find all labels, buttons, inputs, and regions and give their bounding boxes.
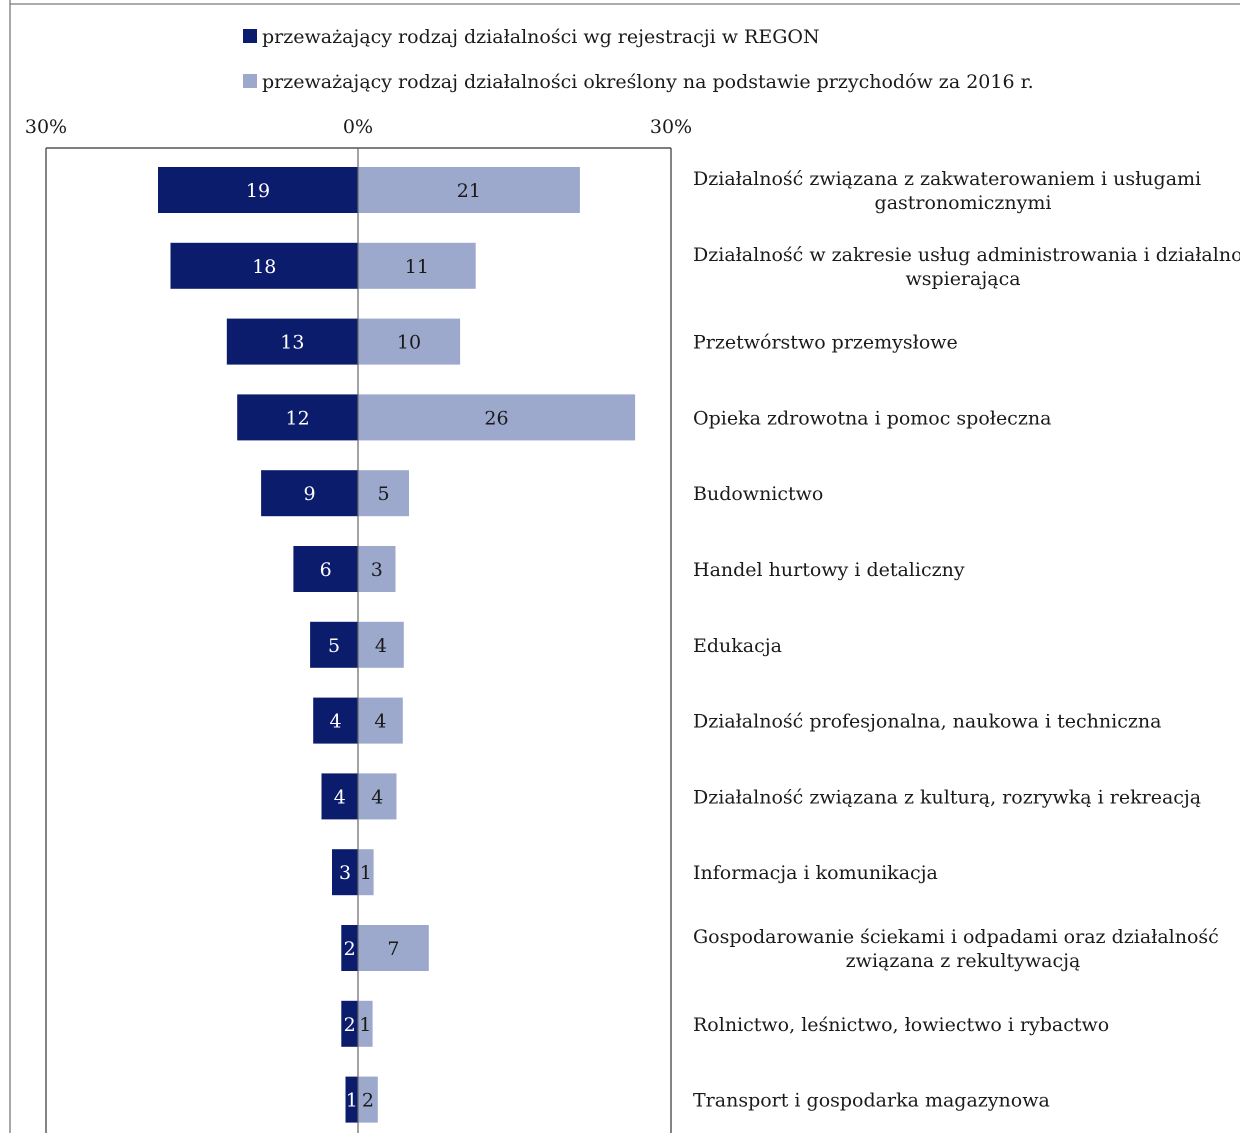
data-label-revenue-0: 21 — [457, 180, 481, 202]
category-label-9: Informacja i komunikacja — [693, 862, 938, 884]
category-labels-group: Działalność związana z zakwaterowaniem i… — [693, 168, 1240, 1112]
data-label-regon-7: 4 — [330, 711, 342, 733]
bar-regon-6 — [310, 621, 358, 668]
bar-regon-1 — [170, 242, 358, 289]
bar-regon-12 — [345, 1076, 358, 1123]
category-label-2: Przetwórstwo przemysłowe — [693, 332, 958, 354]
data-label-revenue-8: 4 — [371, 786, 383, 808]
category-label-10-line-0: Gospodarowanie ściekami i odpadami oraz … — [693, 926, 1219, 948]
data-label-revenue-4: 5 — [377, 483, 389, 505]
bar-regon-8 — [321, 773, 358, 820]
data-label-regon-5: 6 — [320, 559, 332, 581]
bar-revenue-0 — [358, 167, 580, 213]
data-label-regon-0: 19 — [246, 180, 270, 202]
bar-regon-10 — [341, 925, 358, 971]
data-label-regon-8: 4 — [334, 786, 346, 808]
data-label-regon-6: 5 — [328, 635, 340, 657]
bar-revenue-5 — [358, 546, 396, 592]
category-label-8: Działalność związana z kulturą, rozrywką… — [693, 786, 1201, 808]
legend-swatch-revenue — [243, 74, 257, 88]
bar-revenue-7 — [358, 697, 403, 744]
bar-revenue-10 — [358, 925, 429, 971]
data-label-regon-4: 9 — [304, 483, 316, 505]
x-axis: 30% 0% 30% — [25, 116, 692, 138]
bar-revenue-1 — [358, 242, 476, 289]
bar-revenue-6 — [358, 621, 404, 668]
category-label-1-line-0: Działalność w zakresie usług administrow… — [693, 244, 1240, 266]
data-label-revenue-1: 11 — [405, 256, 429, 278]
data-label-regon-10: 2 — [344, 938, 356, 960]
bar-regon-7 — [313, 697, 358, 744]
data-label-revenue-6: 4 — [375, 635, 387, 657]
legend-swatch-regon — [243, 29, 257, 43]
bar-regon-11 — [341, 1000, 358, 1047]
data-label-regon-3: 12 — [286, 407, 310, 429]
category-label-3: Opieka zdrowotna i pomoc społeczna — [693, 407, 1051, 429]
category-label-1-line-1: wspierająca — [905, 268, 1020, 290]
category-label-10-line-1: związana z rekultywacją — [846, 950, 1081, 972]
bar-revenue-4 — [358, 470, 409, 517]
bar-revenue-3 — [358, 394, 636, 441]
category-label-0-line-1: gastronomicznymi — [875, 192, 1052, 214]
category-label-5: Handel hurtowy i detaliczny — [693, 559, 965, 581]
legend: przeważający rodzaj działalności wg reje… — [243, 26, 1034, 93]
bar-regon-4 — [261, 470, 358, 517]
data-label-revenue-5: 3 — [371, 559, 383, 581]
data-label-revenue-2: 10 — [397, 332, 421, 354]
data-label-revenue-12: 2 — [362, 1090, 374, 1112]
data-label-regon-12: 1 — [346, 1090, 358, 1112]
category-label-4: Budownictwo — [693, 483, 823, 505]
category-label-0-line-0: Działalność związana z zakwaterowaniem i… — [693, 168, 1201, 190]
legend-label-regon: przeważający rodzaj działalności wg reje… — [262, 26, 820, 48]
data-label-regon-11: 2 — [344, 1014, 356, 1036]
bar-regon-9 — [332, 849, 358, 896]
data-label-revenue-9: 1 — [360, 862, 372, 884]
data-label-regon-2: 13 — [280, 332, 304, 354]
x-tick-label-right: 30% — [650, 116, 692, 138]
bar-revenue-12 — [358, 1076, 378, 1123]
data-label-revenue-10: 7 — [387, 938, 399, 960]
bar-regon-3 — [237, 394, 358, 441]
bar-regon-2 — [226, 318, 359, 365]
bar-revenue-9 — [358, 849, 374, 896]
category-label-12: Transport i gospodarka magazynowa — [693, 1090, 1050, 1112]
category-label-7: Działalność profesjonalna, naukowa i tec… — [693, 711, 1161, 733]
data-label-regon-9: 3 — [339, 862, 351, 884]
category-label-11: Rolnictwo, leśnictwo, łowiectwo i rybact… — [693, 1014, 1109, 1036]
data-label-revenue-11: 1 — [359, 1014, 371, 1036]
bar-regon-0 — [158, 167, 358, 213]
data-label-revenue-7: 4 — [374, 711, 386, 733]
bar-revenue-8 — [358, 773, 397, 820]
data-label-regon-1: 18 — [252, 256, 276, 278]
x-tick-label-zero: 0% — [343, 116, 373, 138]
legend-label-revenue: przeważający rodzaj działalności określo… — [262, 71, 1034, 93]
bar-revenue-11 — [358, 1000, 373, 1047]
category-label-6: Edukacja — [693, 635, 782, 657]
bar-revenue-2 — [358, 318, 461, 365]
data-label-revenue-3: 26 — [484, 407, 508, 429]
bar-regon-5 — [293, 546, 358, 592]
x-tick-label-left: 30% — [25, 116, 67, 138]
